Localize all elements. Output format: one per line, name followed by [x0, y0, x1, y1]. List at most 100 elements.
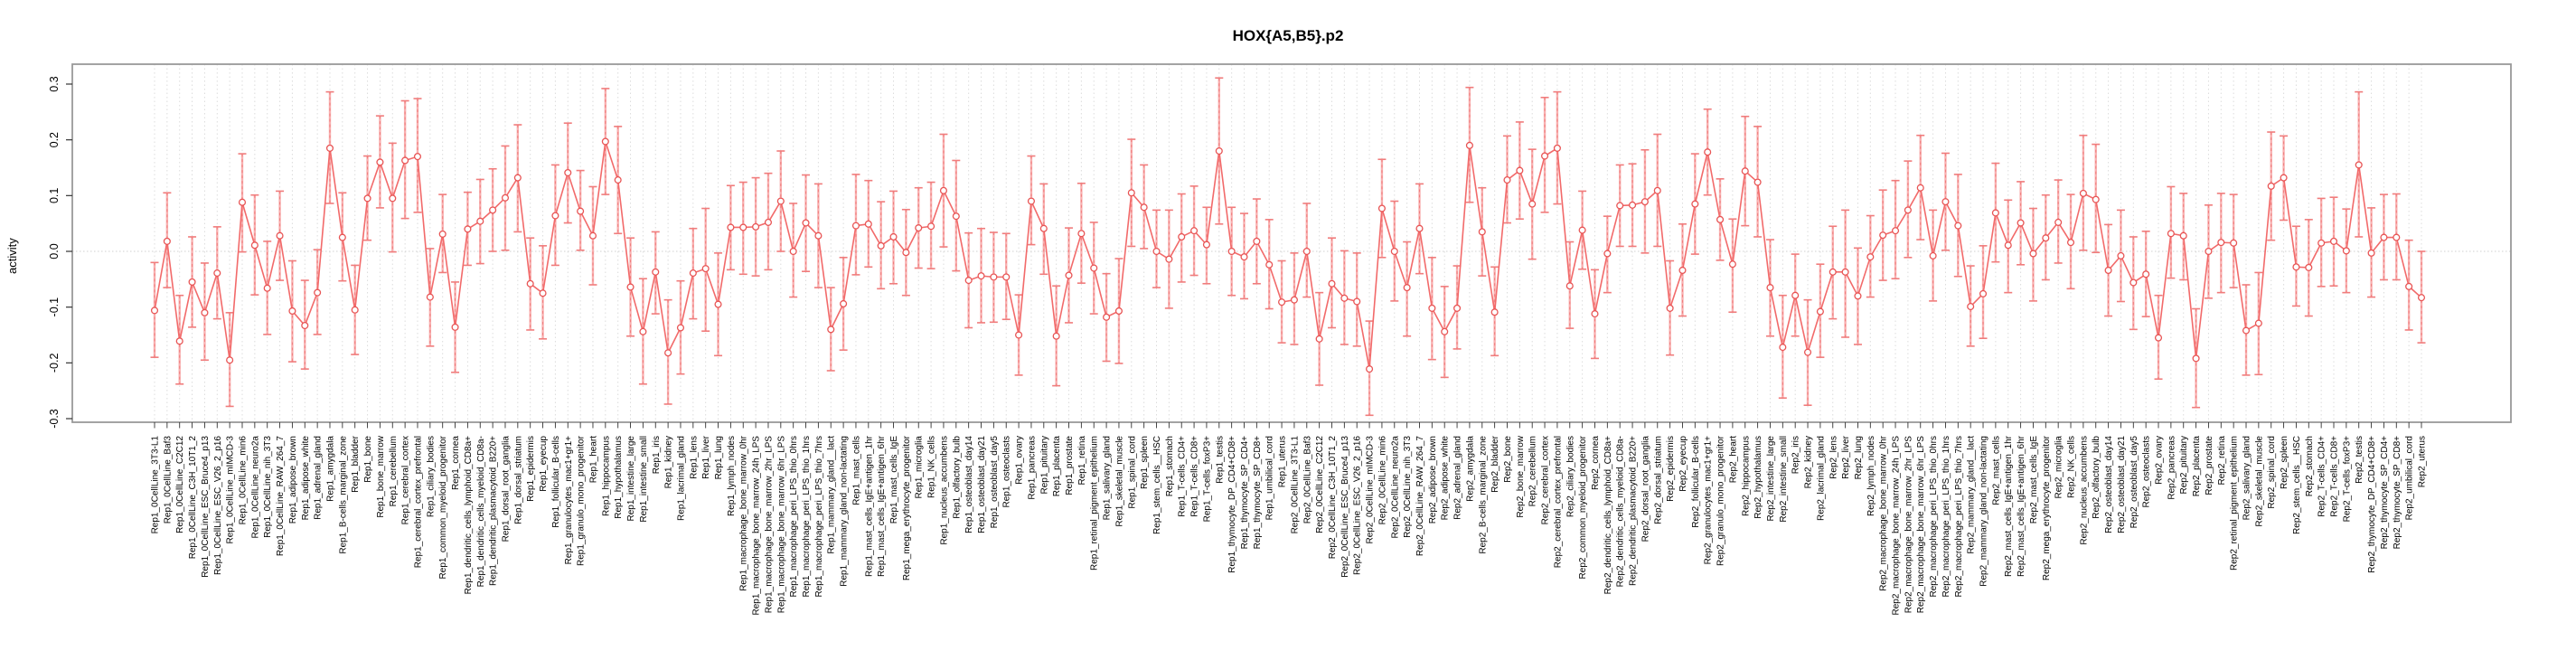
x-tick-label: Rep1_0CellLine_C2C12: [175, 436, 185, 533]
data-point: [2329, 237, 2338, 245]
x-tick-label: Rep2_eyecup: [1678, 436, 1688, 492]
data-point: [1103, 313, 1111, 321]
data-point: [1278, 298, 1286, 307]
data-point: [1929, 251, 1937, 259]
x-tick-label: Rep2_dorsal_striatum: [1653, 436, 1663, 524]
x-tick-label: Rep2_0CellLine_mIMCD-3: [1366, 436, 1376, 544]
x-tick-label: Rep1_B-cells_marginal_zone: [338, 436, 348, 554]
data-point: [2104, 266, 2112, 275]
data-point: [564, 168, 572, 177]
x-tick-label: Rep1_macrophage_bone_marrow_2hr_LPS: [764, 436, 774, 614]
data-point: [1967, 303, 1975, 311]
data-point: [864, 220, 872, 228]
data-point: [2205, 247, 2213, 256]
x-tick-label: Rep1_ciliary_bodies: [426, 436, 436, 517]
x-tick-label: Rep1_placenta: [1052, 436, 1062, 497]
data-point: [840, 299, 848, 308]
data-point: [1227, 247, 1236, 256]
data-point: [789, 247, 797, 256]
x-tick-label: Rep1_follicular_B-cells: [551, 436, 561, 528]
x-tick-label: Rep2_thymocyte_DP_CD4+CD8+: [2367, 436, 2377, 573]
data-point: [1816, 307, 1824, 316]
x-tick-label: Rep1_stem_cells__HSC: [1152, 436, 1162, 534]
error-bars: [150, 77, 2426, 417]
x-tick-label: Rep2_stem_cells__HSC: [2292, 436, 2302, 534]
data-point: [1165, 255, 1173, 263]
data-point: [526, 279, 534, 288]
x-tick-label: Rep1_salivary_gland: [1103, 436, 1113, 520]
data-point: [952, 212, 960, 221]
x-tick-label: Rep1_spinal_cord: [1127, 436, 1137, 509]
x-tick-label: Rep1_osteoblast_day5: [990, 436, 1000, 529]
x-tick-label: Rep2_bone: [1503, 436, 1513, 483]
data-point: [1302, 247, 1311, 256]
x-tick-label: Rep1_cerebellum: [389, 436, 399, 506]
data-point: [1353, 297, 1361, 306]
x-tick-label: Rep2_osteoblast_day21: [2117, 436, 2127, 533]
x-tick-label: Rep1_prostate: [1065, 436, 1075, 495]
x-tick-label: Rep1_osteoclasts: [1002, 436, 1012, 508]
y-tick-label: -0.1: [48, 297, 61, 317]
x-tick-label: Rep1_cornea: [451, 436, 461, 490]
x-tick-label: Rep2_dendritic_cells_lymphoid_CD8a+: [1603, 436, 1613, 595]
x-tick-label: Rep2_macrophage_bone_marrow_0hr: [1879, 435, 1889, 590]
x-tick-label: Rep1_thymocyte_DP_CD4+CD8+: [1227, 436, 1237, 573]
x-tick-label: Rep1_macrophage_peri_LPS_thio_0hrs: [789, 436, 799, 597]
x-tick-label: Rep1_skeletal_muscle: [1114, 436, 1124, 527]
x-tick-label: Rep1_eyecup: [539, 436, 549, 492]
x-tick-label: Rep1_macrophage_bone_marrow_24h_LPS: [752, 436, 762, 616]
data-point: [363, 194, 371, 203]
data-point: [1140, 203, 1148, 212]
x-tick-label: Rep1_granulocytes_mac1+gr1+: [564, 436, 574, 564]
y-tick-label: 0.1: [48, 188, 61, 203]
data-point: [1916, 184, 1924, 192]
data-point: [851, 222, 860, 230]
x-tick-label: Rep1_pituitary: [1039, 436, 1049, 494]
data-point: [877, 241, 885, 250]
x-tick-label: Rep2_macrophage_peri_LPS_thio_0hrs: [1929, 436, 1939, 597]
data-point: [1766, 284, 1774, 292]
x-tick-label: Rep1_retina: [1077, 436, 1087, 486]
x-tick-label: Rep2_macrophage_bone_marrow_24h_LPS: [1892, 436, 1902, 616]
y-tick-label: 0.0: [48, 243, 61, 259]
y-tick-label: -0.3: [48, 409, 61, 429]
data-point: [1340, 294, 1349, 302]
data-point: [288, 307, 296, 316]
x-tick-label: Rep1_dorsal_root_ganglia: [501, 436, 511, 542]
x-tick-label: Rep1_T-cells_CD8+: [1190, 436, 1200, 517]
x-tick-label: Rep2_mast_cells: [1991, 436, 2001, 505]
data-point: [2029, 250, 2037, 258]
data-point: [1453, 304, 1462, 312]
data-point: [2154, 334, 2163, 342]
data-point: [226, 356, 234, 364]
data-point: [601, 137, 609, 146]
data-point: [2242, 326, 2251, 335]
x-tick-label: Rep1_kidney: [664, 436, 674, 488]
data-point: [338, 233, 346, 241]
data-point: [1328, 279, 1336, 288]
data-point: [588, 231, 597, 240]
data-point: [1603, 250, 1612, 258]
plot-box: [71, 63, 2512, 423]
x-tick-label: Rep1_T-cells_CD4+: [1178, 436, 1188, 517]
data-point: [676, 324, 685, 332]
x-tick-label: Rep1_thymocyte_SP_CD4+: [1240, 436, 1250, 550]
x-tick-label: Rep1_0CellLine_ESC_V26_2_p16: [213, 436, 223, 575]
data-point: [902, 249, 910, 257]
data-point: [1678, 266, 1687, 275]
x-tick-label: Rep2_0CellLine_C2C12: [1315, 436, 1325, 533]
data-point: [301, 321, 309, 330]
data-point: [1178, 232, 1186, 241]
data-point: [413, 153, 422, 161]
data-point: [1240, 253, 1248, 261]
x-tick-label: Rep2_cornea: [1591, 436, 1601, 490]
x-tick-label: Rep1_macrophage_peri_LPS_thio_7hrs: [814, 436, 824, 597]
data-point: [276, 231, 284, 240]
x-tick-label: Rep2_microglia: [2054, 436, 2064, 499]
data-point: [1704, 148, 1712, 156]
x-tick-label: Rep1_lung: [714, 436, 724, 479]
data-point: [1716, 215, 1725, 223]
x-tick-label: Rep1_0CellLine_mIMCD-3: [226, 436, 236, 544]
data-point: [1290, 296, 1298, 304]
x-tick-label: Rep2_umbilical_cord: [2405, 436, 2415, 520]
